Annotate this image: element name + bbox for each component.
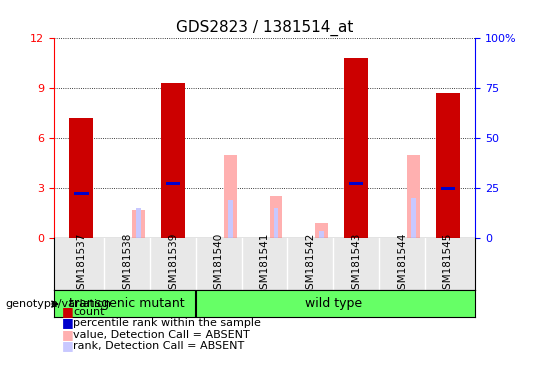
Text: GSM181545: GSM181545: [443, 232, 453, 296]
Bar: [320, 232, 324, 238]
Text: value, Detection Call = ABSENT: value, Detection Call = ABSENT: [73, 330, 249, 340]
Bar: [436, 93, 460, 238]
Text: GSM181542: GSM181542: [306, 232, 315, 296]
Bar: [228, 200, 233, 238]
Text: ■: ■: [62, 316, 74, 329]
Bar: [70, 118, 93, 238]
Text: GSM181544: GSM181544: [397, 232, 407, 296]
Bar: [411, 198, 416, 238]
Text: ■: ■: [62, 305, 74, 318]
Bar: [269, 197, 282, 238]
Text: transgenic mutant: transgenic mutant: [70, 297, 185, 310]
Text: rank, Detection Call = ABSENT: rank, Detection Call = ABSENT: [73, 341, 244, 351]
Bar: [166, 182, 180, 185]
Text: ■: ■: [62, 339, 74, 353]
Text: GSM181541: GSM181541: [260, 232, 269, 296]
Text: count: count: [73, 307, 104, 317]
Title: GDS2823 / 1381514_at: GDS2823 / 1381514_at: [176, 20, 353, 36]
Text: GSM181538: GSM181538: [122, 232, 132, 296]
Text: GSM181540: GSM181540: [214, 232, 224, 296]
Bar: [441, 187, 455, 190]
Bar: [349, 182, 363, 185]
Text: ■: ■: [62, 328, 74, 341]
Text: genotype/variation: genotype/variation: [5, 299, 111, 309]
Bar: [274, 208, 279, 238]
Bar: [75, 192, 89, 195]
Text: wild type: wild type: [305, 297, 362, 310]
Bar: [344, 58, 368, 238]
Text: GSM181543: GSM181543: [351, 232, 361, 296]
Bar: [132, 210, 145, 238]
Bar: [136, 208, 141, 238]
Text: percentile rank within the sample: percentile rank within the sample: [73, 318, 261, 328]
Bar: [224, 155, 237, 238]
Bar: [161, 83, 185, 238]
Text: GSM181537: GSM181537: [77, 232, 86, 296]
Bar: [407, 155, 420, 238]
Bar: [315, 223, 328, 238]
Text: GSM181539: GSM181539: [168, 232, 178, 296]
